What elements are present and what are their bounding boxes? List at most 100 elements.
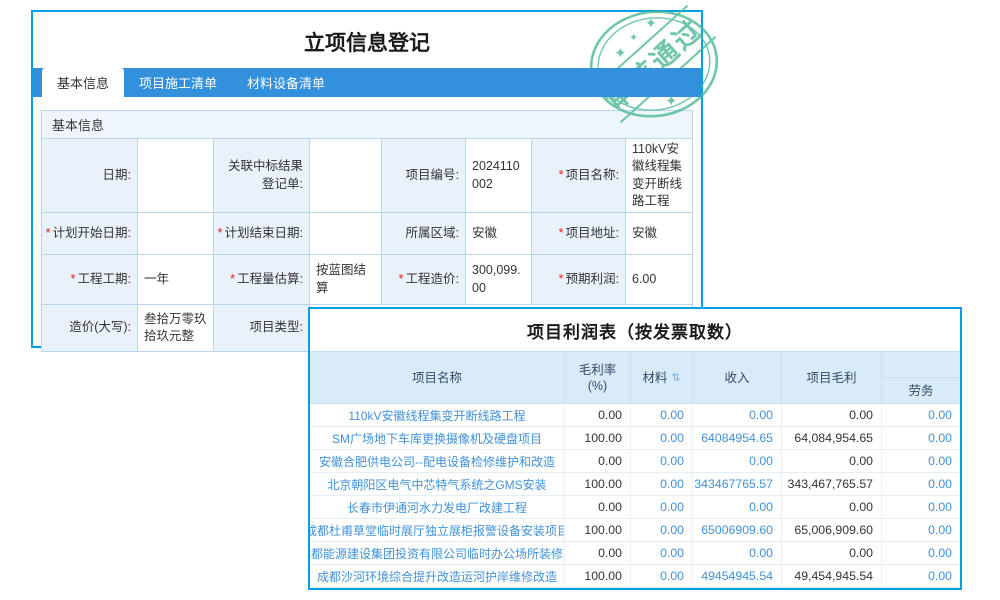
material-cell[interactable]: 0.00 bbox=[631, 542, 693, 564]
income-cell[interactable]: 64084954.65 bbox=[693, 427, 782, 449]
plan-end-date-label: * 计划结束日期: bbox=[214, 213, 310, 255]
profit-table-body: 110kV安徽线程集变开断线路工程 0.00 0.00 0.00 0.00 0.… bbox=[310, 404, 960, 588]
tab-basic-info[interactable]: 基本信息 bbox=[42, 68, 125, 97]
material-cell[interactable]: 0.00 bbox=[631, 404, 693, 426]
expected-profit-field[interactable]: 6.00 bbox=[626, 255, 692, 305]
labor-cell[interactable]: 0.00 bbox=[928, 477, 952, 491]
gross-margin-cell: 0.00 bbox=[565, 450, 631, 472]
income-cell[interactable]: 0.00 bbox=[693, 542, 782, 564]
col-header-project-name: 项目名称 bbox=[310, 352, 565, 404]
material-cell[interactable]: 0.00 bbox=[631, 565, 693, 587]
work-estimate-field[interactable]: 按蓝图结算 bbox=[310, 255, 382, 305]
project-link[interactable]: 成都能源建设集团投资有限公司临时办公场所装修改 bbox=[310, 542, 565, 564]
col-header-material: 材料 ⇅ bbox=[631, 352, 693, 404]
project-registration-panel: 立项信息登记 基本信息 项目施工清单 材料设备清单 基本信息 日期: 关联中标结… bbox=[31, 10, 703, 352]
col-header-labor-group-top bbox=[882, 352, 960, 378]
material-cell[interactable]: 0.00 bbox=[631, 519, 693, 541]
project-profit-cell: 0.00 bbox=[782, 404, 882, 426]
material-cell[interactable]: 0.00 bbox=[631, 450, 693, 472]
income-cell[interactable]: 0.00 bbox=[693, 450, 782, 472]
project-duration-field[interactable]: 一年 bbox=[138, 255, 214, 305]
project-profit-cell: 49,454,945.54 bbox=[782, 565, 882, 587]
income-cell[interactable]: 65006909.60 bbox=[693, 519, 782, 541]
table-row: 成都能源建设集团投资有限公司临时办公场所装修改 0.00 0.00 0.00 0… bbox=[310, 542, 960, 565]
project-profit-cell: 0.00 bbox=[782, 496, 882, 518]
work-estimate-label: * 工程量估算: bbox=[214, 255, 310, 305]
date-label: 日期: bbox=[42, 139, 138, 213]
table-row: 长春市伊通河水力发电厂改建工程 0.00 0.00 0.00 0.00 0.00 bbox=[310, 496, 960, 519]
income-cell[interactable]: 343467765.57 bbox=[693, 473, 782, 495]
gross-margin-cell: 0.00 bbox=[565, 404, 631, 426]
plan-start-date-label: * 计划开始日期: bbox=[42, 213, 138, 255]
table-row: 成都沙河环境综合提升改造运河护岸维修改造 100.00 0.00 4945494… bbox=[310, 565, 960, 588]
project-link[interactable]: 长春市伊通河水力发电厂改建工程 bbox=[310, 496, 565, 518]
project-link[interactable]: 成都杜甫草堂临时展厅独立展柜报警设备安装项目 bbox=[310, 519, 565, 541]
plan-end-date-field[interactable] bbox=[310, 213, 382, 255]
project-profit-cell: 64,084,954.65 bbox=[782, 427, 882, 449]
project-cost-field[interactable]: 300,099.00 bbox=[466, 255, 532, 305]
income-cell[interactable]: 0.00 bbox=[693, 496, 782, 518]
material-cell[interactable]: 0.00 bbox=[631, 473, 693, 495]
labor-cell[interactable]: 0.00 bbox=[928, 500, 952, 514]
col-header-income: 收入 bbox=[693, 352, 782, 404]
basic-info-section: 基本信息 日期: 关联中标结果登记单: 项目编号: 2024110002 * 项目… bbox=[41, 110, 693, 352]
gross-margin-cell: 100.00 bbox=[565, 565, 631, 587]
project-link[interactable]: 安徽合肥供电公司--配电设备检修维护和改造 bbox=[310, 450, 565, 472]
region-label: 所属区域: bbox=[382, 213, 466, 255]
tab-construction-list[interactable]: 项目施工清单 bbox=[139, 76, 218, 91]
col-header-gross-margin: 毛利率 (%) bbox=[565, 352, 631, 404]
labor-cell[interactable]: 0.00 bbox=[928, 546, 952, 560]
form-row: * 工程工期: 一年 * 工程量估算: 按蓝图结算 * 工程造价: 300,099.0… bbox=[42, 255, 692, 305]
material-cell[interactable]: 0.00 bbox=[631, 496, 693, 518]
project-duration-label: * 工程工期: bbox=[42, 255, 138, 305]
project-profit-cell: 65,006,909.60 bbox=[782, 519, 882, 541]
project-name-field[interactable]: 110kV安徽线程集变开断线路工程 bbox=[626, 139, 692, 213]
table-row: 北京朝阳区电气中芯特气系统之GMS安装 100.00 0.00 34346776… bbox=[310, 473, 960, 496]
tab-material-equipment-list[interactable]: 材料设备清单 bbox=[247, 76, 326, 91]
form-row: * 计划开始日期: * 计划结束日期: 所属区域: 安徽 * 项目地址: 安徽 bbox=[42, 213, 692, 255]
sort-icon[interactable]: ⇅ bbox=[671, 371, 681, 384]
project-link[interactable]: 成都沙河环境综合提升改造运河护岸维修改造 bbox=[310, 565, 565, 587]
cost-in-words-field[interactable]: 叁拾万零玖拾玖元整 bbox=[138, 305, 214, 351]
project-number-label: 项目编号: bbox=[382, 139, 466, 213]
table-row: 110kV安徽线程集变开断线路工程 0.00 0.00 0.00 0.00 0.… bbox=[310, 404, 960, 427]
col-header-labor-group: 劳务 bbox=[882, 352, 960, 404]
date-field[interactable] bbox=[138, 139, 214, 213]
project-link[interactable]: SM广场地下车库更换摄像机及硬盘项目 bbox=[310, 427, 565, 449]
income-cell[interactable]: 49454945.54 bbox=[693, 565, 782, 587]
labor-cell[interactable]: 0.00 bbox=[928, 523, 952, 537]
gross-margin-cell: 100.00 bbox=[565, 519, 631, 541]
income-cell[interactable]: 0.00 bbox=[693, 404, 782, 426]
project-link[interactable]: 110kV安徽线程集变开断线路工程 bbox=[310, 404, 565, 426]
form-row: 日期: 关联中标结果登记单: 项目编号: 2024110002 * 项目名称: 1… bbox=[42, 139, 692, 213]
tab-bar: 基本信息 项目施工清单 材料设备清单 bbox=[33, 68, 701, 97]
linked-bid-result-field[interactable] bbox=[310, 139, 382, 213]
section-title: 基本信息 bbox=[42, 111, 692, 139]
project-cost-label: * 工程造价: bbox=[382, 255, 466, 305]
project-link[interactable]: 北京朝阳区电气中芯特气系统之GMS安装 bbox=[310, 473, 565, 495]
project-address-field[interactable]: 安徽 bbox=[626, 213, 692, 255]
project-address-label: * 项目地址: bbox=[532, 213, 626, 255]
table-row: 成都杜甫草堂临时展厅独立展柜报警设备安装项目 100.00 0.00 65006… bbox=[310, 519, 960, 542]
table-row: SM广场地下车库更换摄像机及硬盘项目 100.00 0.00 64084954.… bbox=[310, 427, 960, 450]
project-profit-cell: 0.00 bbox=[782, 542, 882, 564]
labor-cell[interactable]: 0.00 bbox=[928, 408, 952, 422]
project-number-field[interactable]: 2024110002 bbox=[466, 139, 532, 213]
project-name-label: * 项目名称: bbox=[532, 139, 626, 213]
col-header-labor: 劳务 bbox=[908, 383, 934, 398]
page-title: 立项信息登记 bbox=[304, 32, 430, 55]
table-row: 安徽合肥供电公司--配电设备检修维护和改造 0.00 0.00 0.00 0.0… bbox=[310, 450, 960, 473]
region-field[interactable]: 安徽 bbox=[466, 213, 532, 255]
labor-cell[interactable]: 0.00 bbox=[928, 569, 952, 583]
gross-margin-cell: 100.00 bbox=[565, 427, 631, 449]
gross-margin-cell: 100.00 bbox=[565, 473, 631, 495]
profit-table-panel: 项目利润表（按发票取数） 项目名称 毛利率 (%) 材料 ⇅ 收入 项目毛利 劳… bbox=[308, 307, 962, 590]
gross-margin-cell: 0.00 bbox=[565, 542, 631, 564]
labor-cell[interactable]: 0.00 bbox=[928, 454, 952, 468]
plan-start-date-field[interactable] bbox=[138, 213, 214, 255]
labor-cell[interactable]: 0.00 bbox=[928, 431, 952, 445]
profit-table-header: 项目名称 毛利率 (%) 材料 ⇅ 收入 项目毛利 劳务 bbox=[310, 351, 960, 404]
col-header-project-profit: 项目毛利 bbox=[782, 352, 882, 404]
material-cell[interactable]: 0.00 bbox=[631, 427, 693, 449]
